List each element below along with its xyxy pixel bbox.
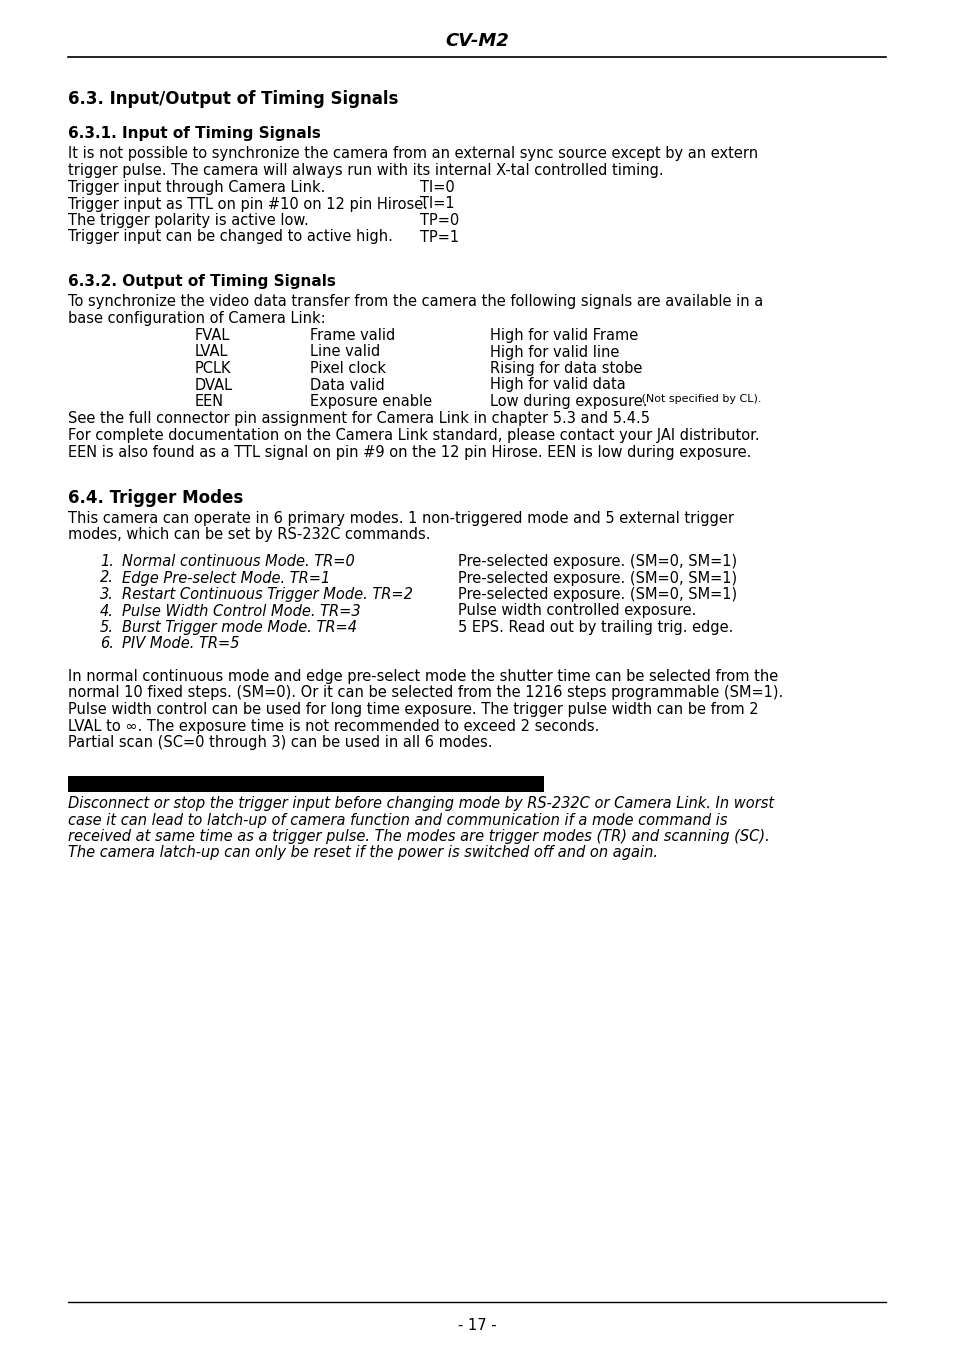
Text: LVAL: LVAL: [194, 345, 229, 359]
Text: Exposure enable: Exposure enable: [310, 394, 432, 409]
Text: To synchronize the video data transfer from the camera the following signals are: To synchronize the video data transfer f…: [68, 295, 762, 309]
Text: The trigger polarity is active low.: The trigger polarity is active low.: [68, 213, 309, 228]
Text: Disconnect or stop the trigger input before changing mode by RS-232C or Camera L: Disconnect or stop the trigger input bef…: [68, 796, 773, 811]
Text: Pulse Width Control Mode. TR=3: Pulse Width Control Mode. TR=3: [122, 604, 360, 619]
Text: Pre-selected exposure. (SM=0, SM=1): Pre-selected exposure. (SM=0, SM=1): [457, 554, 737, 569]
Text: (Not specified by CL).: (Not specified by CL).: [638, 394, 760, 404]
Text: 6.3. Input/Output of Timing Signals: 6.3. Input/Output of Timing Signals: [68, 91, 398, 108]
Text: Line valid: Line valid: [310, 345, 380, 359]
Text: TP=1: TP=1: [419, 230, 458, 245]
Text: TI=0: TI=0: [419, 180, 455, 195]
Text: Pulse width control can be used for long time exposure. The trigger pulse width : Pulse width control can be used for long…: [68, 703, 758, 717]
Text: EEN: EEN: [194, 394, 224, 409]
Text: 6.: 6.: [100, 636, 113, 651]
Text: received at same time as a trigger pulse. The modes are trigger modes (TR) and s: received at same time as a trigger pulse…: [68, 830, 769, 844]
Text: For complete documentation on the Camera Link standard, please contact your JAI : For complete documentation on the Camera…: [68, 428, 759, 443]
Text: case it can lead to latch-up of camera function and communication if a mode comm: case it can lead to latch-up of camera f…: [68, 812, 727, 828]
Text: Partial scan (SC=0 through 3) can be used in all 6 modes.: Partial scan (SC=0 through 3) can be use…: [68, 735, 492, 750]
Text: Pixel clock: Pixel clock: [310, 361, 386, 376]
Text: PCLK: PCLK: [194, 361, 232, 376]
Text: Trigger input through Camera Link.: Trigger input through Camera Link.: [68, 180, 325, 195]
Text: LVAL to ∞. The exposure time is not recommended to exceed 2 seconds.: LVAL to ∞. The exposure time is not reco…: [68, 719, 598, 734]
Text: EEN is also found as a TTL signal on pin #9 on the 12 pin Hirose. EEN is low dur: EEN is also found as a TTL signal on pin…: [68, 444, 751, 459]
Text: TP=0: TP=0: [419, 213, 458, 228]
Text: 2.: 2.: [100, 570, 113, 585]
Text: modes, which can be set by RS-232C commands.: modes, which can be set by RS-232C comma…: [68, 527, 430, 543]
Text: 3.: 3.: [100, 586, 113, 603]
Text: Pulse width controlled exposure.: Pulse width controlled exposure.: [457, 604, 696, 619]
Text: trigger pulse. The camera will always run with its internal X-tal controlled tim: trigger pulse. The camera will always ru…: [68, 162, 663, 177]
Text: base configuration of Camera Link:: base configuration of Camera Link:: [68, 311, 325, 326]
Text: - 17 -: - 17 -: [457, 1319, 496, 1333]
Text: Frame valid: Frame valid: [310, 328, 395, 343]
Text: Burst Trigger mode Mode. TR=4: Burst Trigger mode Mode. TR=4: [122, 620, 356, 635]
Text: High for valid Frame: High for valid Frame: [490, 328, 638, 343]
Text: 6.3.2. Output of Timing Signals: 6.3.2. Output of Timing Signals: [68, 274, 335, 289]
Bar: [68, 775, 543, 792]
Text: Low during exposure.: Low during exposure.: [490, 394, 647, 409]
Text: In normal continuous mode and edge pre-select mode the shutter time can be selec: In normal continuous mode and edge pre-s…: [68, 669, 778, 684]
Text: High for valid line: High for valid line: [490, 345, 618, 359]
Text: The camera latch-up can only be reset if the power is switched off and on again.: The camera latch-up can only be reset if…: [68, 846, 658, 861]
Text: Edge Pre-select Mode. TR=1: Edge Pre-select Mode. TR=1: [122, 570, 330, 585]
Text: Data valid: Data valid: [310, 377, 384, 393]
Text: 4.: 4.: [100, 604, 113, 619]
Text: 6.4. Trigger Modes: 6.4. Trigger Modes: [68, 489, 243, 507]
Text: 1.: 1.: [100, 554, 113, 569]
Text: High for valid data: High for valid data: [490, 377, 625, 393]
Text: Pre-selected exposure. (SM=0, SM=1): Pre-selected exposure. (SM=0, SM=1): [457, 570, 737, 585]
Text: PIV Mode. TR=5: PIV Mode. TR=5: [122, 636, 239, 651]
Text: This camera can operate in 6 primary modes. 1 non-triggered mode and 5 external : This camera can operate in 6 primary mod…: [68, 511, 733, 526]
Text: FVAL: FVAL: [194, 328, 230, 343]
Text: See the full connector pin assignment for Camera Link in chapter 5.3 and 5.4.5: See the full connector pin assignment fo…: [68, 412, 649, 427]
Text: CV-M2: CV-M2: [445, 32, 508, 50]
Text: Rising for data stobe: Rising for data stobe: [490, 361, 641, 376]
Text: normal 10 fixed steps. (SM=0). Or it can be selected from the 1216 steps program: normal 10 fixed steps. (SM=0). Or it can…: [68, 685, 782, 701]
Text: DVAL: DVAL: [194, 377, 233, 393]
Text: Restart Continuous Trigger Mode. TR=2: Restart Continuous Trigger Mode. TR=2: [122, 586, 413, 603]
Text: 6.3.1. Input of Timing Signals: 6.3.1. Input of Timing Signals: [68, 126, 320, 141]
Text: TI=1: TI=1: [419, 196, 455, 212]
Text: Important note on changing trigger modes by RS-232C and CL.: Important note on changing trigger modes…: [71, 777, 492, 790]
Text: Normal continuous Mode. TR=0: Normal continuous Mode. TR=0: [122, 554, 355, 569]
Text: It is not possible to synchronize the camera from an external sync source except: It is not possible to synchronize the ca…: [68, 146, 758, 161]
Text: Pre-selected exposure. (SM=0, SM=1): Pre-selected exposure. (SM=0, SM=1): [457, 586, 737, 603]
Text: 5.: 5.: [100, 620, 113, 635]
Text: 5 EPS. Read out by trailing trig. edge.: 5 EPS. Read out by trailing trig. edge.: [457, 620, 733, 635]
Text: Trigger input as TTL on pin #10 on 12 pin Hirose.: Trigger input as TTL on pin #10 on 12 pi…: [68, 196, 428, 212]
Text: Trigger input can be changed to active high.: Trigger input can be changed to active h…: [68, 230, 393, 245]
